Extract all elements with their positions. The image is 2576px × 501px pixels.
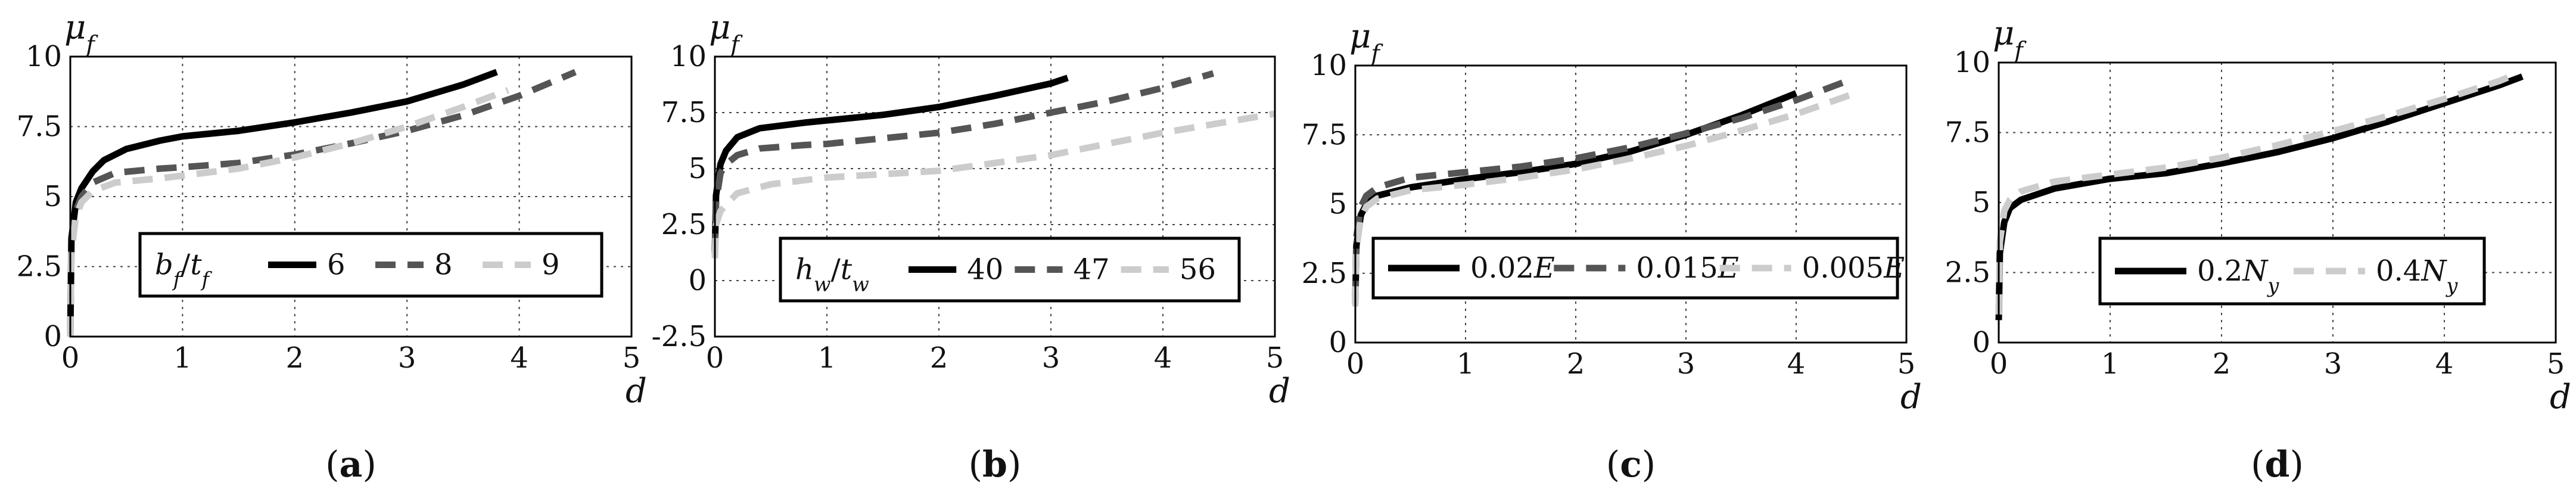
x-tick-label: 4 [2435,347,2454,381]
x-axis-label: d [626,372,647,410]
x-tick-label: 1 [1457,347,1475,381]
x-tick-label: 3 [1042,341,1060,375]
x-tick-label: 3 [1677,347,1695,381]
plot-frame [1998,61,2557,344]
legend-box [1371,237,1899,300]
series-line-9 [67,87,509,337]
panel-label: (c) [1606,444,1656,486]
y-tick-label: -2.5 [651,320,707,353]
x-axis-label: d [1269,372,1290,410]
panel-label: (b) [969,444,1022,486]
x-tick-label: 1 [173,341,192,375]
x-axis-label: d [2550,378,2571,416]
x-tick-label: 3 [398,341,416,375]
series-line-0.4Ny [1995,70,2518,315]
y-tick-label: 0 [1329,326,1347,359]
legend-label: 0.015E [1636,251,1738,285]
y-axis-label: μf [1349,17,1383,67]
series-line-40 [711,74,1069,252]
y-tick-label: 7.5 [1945,116,1990,150]
legend-label: 56 [1180,253,1216,287]
x-tick-label: 0 [61,341,80,375]
x-tick-label: 0 [1990,347,2008,381]
plot-frame [69,55,633,338]
y-tick-label: 10 [1311,49,1347,82]
legend-title: hw/tw [795,253,869,296]
legend: bf/tf 6 8 9 [138,232,603,298]
x-tick-label: 4 [1787,347,1806,381]
y-tick-label: 7.5 [1302,118,1347,151]
legend-label: 40 [967,253,1003,287]
y-tick-label: 10 [1954,46,1990,79]
x-tick-label: 5 [1266,341,1284,375]
y-tick-label: 0 [688,264,707,297]
y-tick-label: 5 [1329,188,1347,221]
y-tick-label: 2.5 [661,208,707,241]
series-line-0.005E [1352,91,1853,307]
x-tick-label: 5 [623,341,641,375]
legend-label: 0.005E [1802,251,1905,285]
legend-label: 0.02E [1470,251,1555,285]
x-tick-label: 3 [2324,347,2342,381]
x-tick-label: 5 [1897,347,1916,381]
y-tick-label: 5 [43,180,62,213]
y-tick-label: 0 [43,320,62,353]
legend: 0.2Ny 0.4Ny [2098,237,2486,306]
y-tick-label: 7.5 [17,110,62,144]
y-tick-label: 7.5 [661,96,707,129]
panel-label: (d) [2251,444,2304,486]
series-line-0.015E [1352,76,1853,301]
x-tick-label: 2 [286,341,304,375]
x-tick-label: 2 [1567,347,1585,381]
legend: hw/tw 40 47 56 [779,237,1241,303]
x-tick-label: 0 [1346,347,1365,381]
y-tick-label: 10 [26,40,62,73]
plot-frame [1354,64,1908,344]
legend-label: 47 [1074,253,1110,287]
x-axis-label: d [1900,378,1922,416]
x-tick-label: 5 [2547,347,2565,381]
y-axis-label: μf [709,8,743,58]
y-tick-label: 10 [670,40,707,73]
x-tick-label: 0 [706,341,724,375]
legend-label: 6 [327,248,346,282]
y-tick-label: 5 [1972,186,1990,219]
series-line-47 [711,70,1215,254]
legend-label: 8 [434,248,453,282]
y-axis-label: μf [64,8,98,58]
legend-label: 0.2Ny [2197,254,2279,297]
x-tick-label: 2 [930,341,948,375]
legend-label: 9 [542,248,560,282]
y-tick-label: 5 [688,152,707,185]
x-tick-label: 2 [2213,347,2231,381]
y-axis-label: μf [1993,14,2027,64]
panel-label: (a) [325,444,377,486]
x-tick-label: 4 [1154,341,1172,375]
x-tick-label: 1 [2101,347,2120,381]
plot-frame [714,55,1276,338]
series-line-56 [711,110,1275,259]
x-tick-label: 4 [510,341,528,375]
y-tick-label: 2.5 [1945,256,1990,290]
y-tick-label: 2.5 [1302,257,1347,290]
legend: 0.02E 0.015E 0.005E [1371,237,1905,300]
y-tick-label: 2.5 [17,250,62,284]
legend-box [138,232,603,298]
x-tick-label: 1 [818,341,836,375]
y-tick-label: 0 [1972,326,1990,359]
legend-label: 0.4Ny [2376,254,2458,297]
